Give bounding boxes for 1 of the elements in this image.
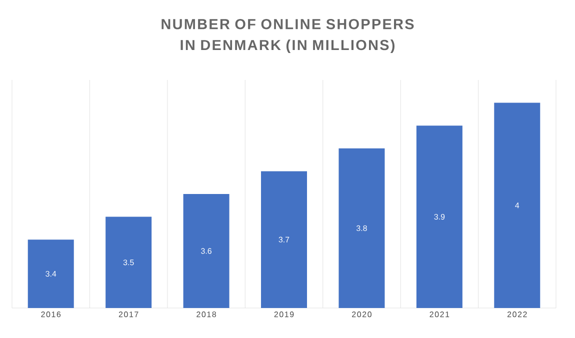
chart-title: NUMBER OF ONLINE SHOPPERS IN DENMARK (IN MILLIONS): [162, 18, 414, 54]
